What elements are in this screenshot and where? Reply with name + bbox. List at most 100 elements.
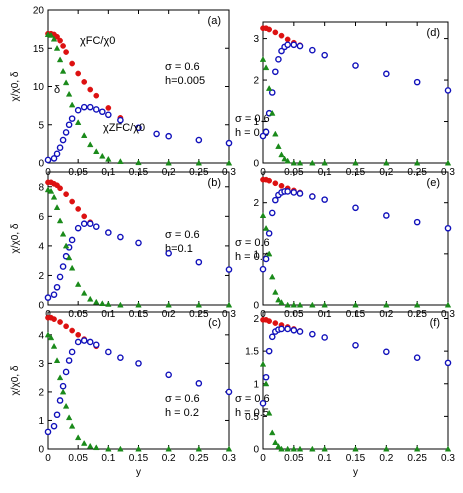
zfc-curve-label: χZFC/χ0 <box>103 122 145 134</box>
fc-curve-label: χFC/χ0 <box>80 35 115 47</box>
y-tick-label: 5 <box>38 120 44 131</box>
data-point <box>105 111 112 119</box>
data-point <box>413 301 421 308</box>
data-point <box>262 255 270 263</box>
x-tick-label: 0.2 <box>162 453 176 464</box>
data-point <box>68 422 76 429</box>
data-point <box>278 151 285 158</box>
data-point <box>225 445 233 452</box>
data-point <box>290 41 298 49</box>
data-point <box>56 374 64 381</box>
data-point <box>57 37 63 44</box>
data-point <box>383 348 390 356</box>
y-tick-label: 0.5 <box>245 412 259 423</box>
data-point <box>68 101 76 108</box>
panel-5: 0 0.05 0.1 0.15 0.2 0.25 0.300.511.52y(f)σ = 0… <box>235 311 455 478</box>
data-point <box>92 341 100 349</box>
data-point <box>383 159 390 166</box>
series-1 <box>44 337 233 436</box>
data-point <box>74 434 82 441</box>
data-point <box>135 159 142 166</box>
data-point <box>44 331 52 338</box>
data-point <box>53 150 61 158</box>
data-point <box>444 159 452 166</box>
series-0 <box>45 179 232 273</box>
data-point <box>444 224 452 232</box>
data-point <box>75 331 82 338</box>
data-point <box>80 337 88 344</box>
data-point <box>296 328 304 335</box>
data-point <box>284 325 291 333</box>
data-point <box>262 380 270 387</box>
data-point <box>284 41 291 49</box>
data-point <box>272 130 279 137</box>
data-point <box>309 301 316 308</box>
data-point <box>62 79 70 86</box>
data-point <box>60 43 66 49</box>
data-point <box>281 155 288 162</box>
data-point <box>65 357 73 364</box>
data-point <box>105 229 112 236</box>
data-point <box>74 106 82 114</box>
data-point <box>165 371 172 379</box>
data-point <box>268 333 276 341</box>
param-label: σ = 0.6 <box>165 61 200 73</box>
data-point <box>135 301 142 308</box>
x-tick-label: 0 <box>45 453 51 464</box>
param-label: h = 0.2 <box>165 407 199 419</box>
data-point <box>59 136 67 144</box>
x-tick-label: 0.3 <box>441 453 455 464</box>
data-point <box>272 68 279 76</box>
data-point <box>135 124 142 132</box>
data-point <box>93 92 100 99</box>
data-point <box>59 263 67 270</box>
y-tick-label: 2 <box>253 198 259 209</box>
data-point <box>59 230 67 237</box>
data-point <box>56 217 64 224</box>
data-point <box>69 327 75 334</box>
y-tick-label: 20 <box>33 6 45 17</box>
data-point <box>105 300 112 307</box>
data-point <box>309 445 316 452</box>
data-point <box>290 445 298 452</box>
series-2 <box>44 331 233 452</box>
data-point <box>62 129 70 136</box>
data-point <box>259 56 267 62</box>
data-point <box>81 79 88 85</box>
data-point <box>62 368 70 376</box>
plot-frame <box>47 171 230 306</box>
data-point <box>278 325 285 333</box>
x-tick-label: 0.15 <box>346 453 366 464</box>
data-point <box>309 330 316 338</box>
x-tick-label: 0.15 <box>129 453 149 464</box>
data-point <box>65 254 73 261</box>
data-point <box>50 422 58 430</box>
data-point <box>296 445 304 452</box>
panel-letter: (b) <box>208 177 221 189</box>
x-tick-label: 0 <box>260 453 266 464</box>
data-point <box>69 60 75 67</box>
data-point <box>47 187 55 194</box>
data-point <box>50 155 58 162</box>
panel-letter: (d) <box>427 27 440 39</box>
y-tick-label: 1 <box>253 249 259 260</box>
y-tick-label: 2 <box>253 314 259 325</box>
param-label: h=0.1 <box>165 243 193 255</box>
x-axis-label: y <box>136 467 141 478</box>
data-point <box>50 35 58 42</box>
data-point <box>117 233 124 241</box>
data-point <box>413 78 421 86</box>
y-tick-label: 1 <box>38 416 44 427</box>
data-point <box>272 180 279 187</box>
data-point <box>99 300 106 307</box>
data-point <box>309 46 316 54</box>
series-2 <box>259 212 452 308</box>
data-point <box>259 360 267 367</box>
data-point <box>51 316 57 322</box>
param-label: σ = 0.6 <box>165 393 200 405</box>
data-point <box>87 295 94 302</box>
data-point <box>165 132 172 140</box>
data-point <box>80 220 88 228</box>
data-point <box>80 103 88 111</box>
